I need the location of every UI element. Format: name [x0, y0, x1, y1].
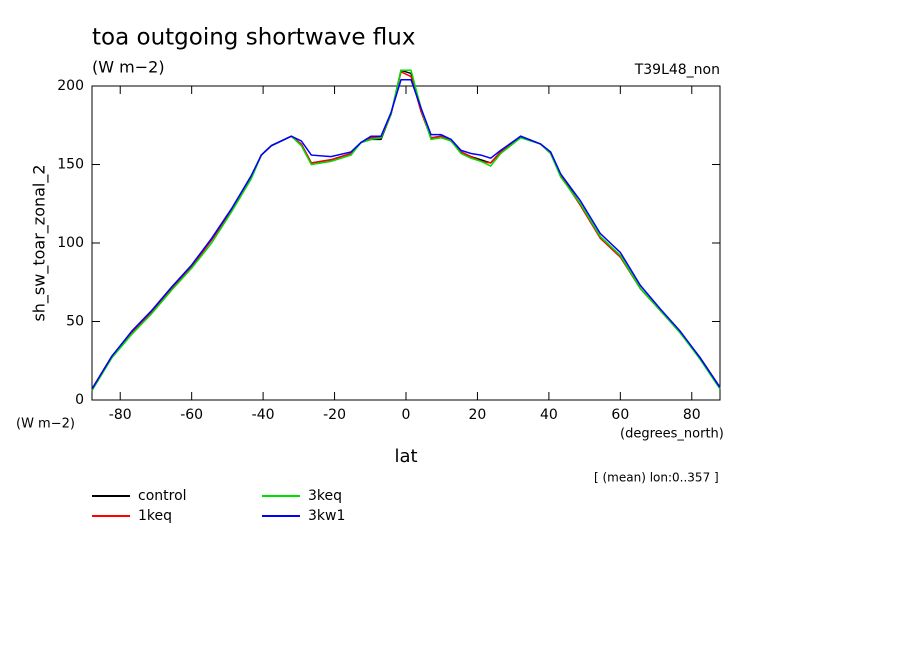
x-tick-label: 20 [469, 407, 487, 423]
y-tick-label: 50 [66, 314, 84, 330]
y-tick-label: 100 [57, 235, 84, 251]
series-line [91, 78, 721, 390]
x-tick-label: 0 [402, 407, 411, 423]
y-tick-label: 200 [57, 78, 84, 94]
x-tick-label: 60 [611, 407, 629, 423]
x-units: (degrees_north) [620, 427, 724, 442]
legend-label: 3kw1 [308, 508, 345, 524]
y-axis-label: sh_sw_toar_zonal_2 [30, 164, 50, 321]
series-line [91, 70, 721, 390]
x-tick-label: -20 [323, 407, 346, 423]
legend-label: control [138, 488, 187, 504]
y-tick-label: 150 [57, 157, 84, 173]
y-tick-label: 0 [75, 392, 84, 408]
x-tick-label: -80 [109, 407, 132, 423]
x-tick-label: 40 [540, 407, 558, 423]
y-units: (W m−2) [16, 417, 75, 432]
legend-label: 1keq [138, 508, 172, 524]
series-line [91, 69, 721, 391]
x-tick-label: -60 [180, 407, 203, 423]
legend-label: 3keq [308, 488, 342, 504]
footnote: [ (mean) lon:0..357 ] [594, 471, 719, 485]
x-axis-label: lat [394, 446, 417, 467]
chart-subtitle: (W m−2) [92, 58, 165, 77]
x-tick-label: -40 [252, 407, 275, 423]
x-tick-label: 80 [683, 407, 701, 423]
chart-title: toa outgoing shortwave flux [92, 25, 415, 51]
run-label: T39L48_non [634, 62, 720, 78]
